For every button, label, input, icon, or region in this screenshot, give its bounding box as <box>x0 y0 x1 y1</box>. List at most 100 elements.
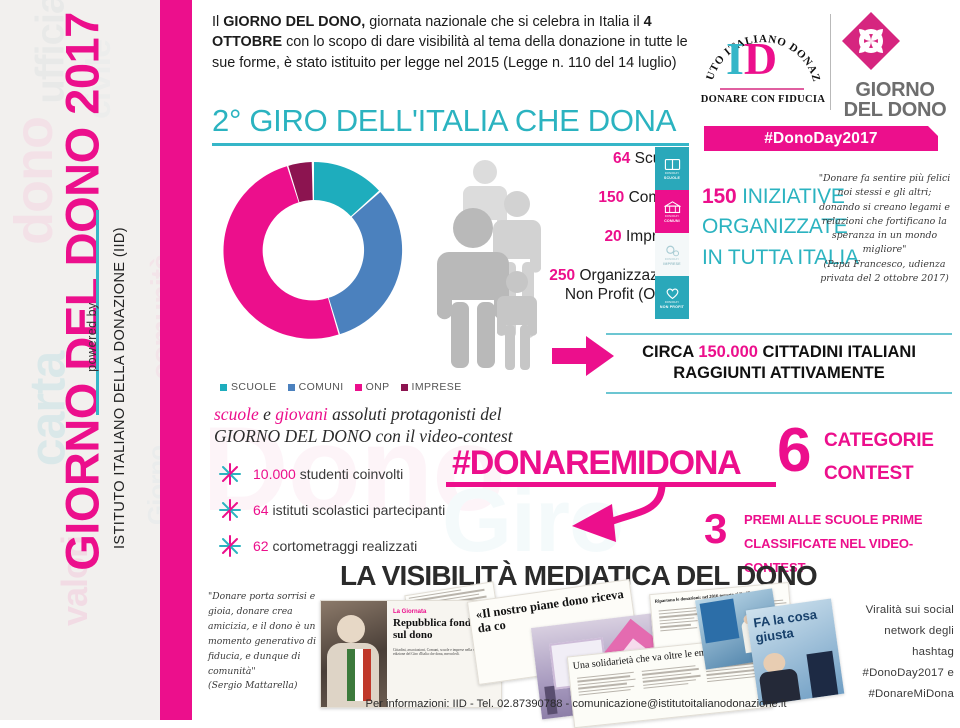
bullet-istituti-number: 64 <box>253 502 269 518</box>
bullet-istituti-text: 64 istituti scolastici partecipanti <box>253 502 445 518</box>
quote-mattarella-author: (Sergio Mattarella) <box>208 680 298 692</box>
quote-papa-francesco: "Donare fa sentire più felici noi stessi… <box>817 172 952 286</box>
virality-line-5: #DonareMiDona <box>868 688 954 701</box>
initiatives-line-2: ORGANIZZATE <box>702 215 848 239</box>
bullet-studenti-text: 10.000 studenti coinvolti <box>253 466 403 482</box>
iid-divider-line <box>720 88 804 90</box>
donut-chart <box>214 150 414 350</box>
contest-categories-line-2: CONTEST <box>824 463 914 485</box>
legend-label-scuole: SCUOLE <box>231 381 277 393</box>
quote-papa-attribution: (Papa Francesco, udienza privata del 2 o… <box>820 258 949 285</box>
initiatives-line-3: IN TUTTA ITALIA <box>702 245 859 269</box>
intro-text-1: Il <box>212 14 224 30</box>
bullet-cortometraggi-label: cortometraggi realizzati <box>268 538 418 554</box>
tile-non-profit-top: DONODAY <box>664 300 680 304</box>
citizens-rule-top <box>606 333 952 335</box>
bullet-cortometraggi: 62 cortometraggi realizzati <box>218 528 518 564</box>
tile-scuole-top: DONODAY <box>664 171 680 175</box>
citizens-post: CITTADINI ITALIANI <box>757 343 916 361</box>
logo-separator <box>830 14 831 110</box>
quote-mattarella: "Donare porta sorrisi e gioia, donare cr… <box>208 590 336 694</box>
legend-label-onp: ONP <box>365 381 390 393</box>
iid-logo: ISTITUTO ITALIANO DONAZIONE ID DONARE CO… <box>700 8 826 118</box>
intro-text-2: giornata nazionale che si celebra in Ita… <box>365 14 644 30</box>
stat-imprese: 20 Imprese <box>492 228 682 247</box>
citizens-number: 150.000 <box>698 343 758 361</box>
legend-swatch-imprese <box>400 383 408 391</box>
press-clippings: La Giornata Repubblica fondata sul dono … <box>320 578 845 728</box>
pink-accent-bar <box>160 0 192 720</box>
donoday-hashtag-banner: #DonoDay2017 <box>704 126 938 151</box>
contest-categories-line-1: CATEGORIE <box>824 430 934 451</box>
asterisk-star-icon <box>219 463 241 485</box>
schools-bullet-list: 10.000 studenti coinvolti 64 istituti sc… <box>218 456 518 564</box>
tile-imprese-label: IMPRESE <box>663 261 681 266</box>
schools-line-2: GIORNO DEL DONO con il video-contest <box>214 426 513 447</box>
legend-swatch-onp <box>354 383 362 391</box>
legend-swatch-scuole <box>220 383 227 391</box>
footer-contact: Per informazioni: IID - Tel. 02.87390788… <box>365 698 787 710</box>
heart-icon <box>666 288 678 300</box>
quote-mattarella-text: "Donare porta sorrisi e gioia, donare cr… <box>208 591 317 677</box>
citizens-pre: CIRCA <box>642 343 699 361</box>
clipping-repubblica-body: Cittadini, associazioni, Comuni, scuole … <box>393 647 485 657</box>
schools-hi-scuole: scuole <box>214 404 259 424</box>
initiatives-line-1: 150 INIZIATIVE <box>702 182 859 212</box>
schools-intro: scuole e giovani assoluti protagonisti d… <box>214 403 534 448</box>
section-title-giro: 2° GIRO DELL'ITALIA CHE DONA <box>212 103 677 138</box>
virality-line-4: #DonoDay2017 e <box>862 667 954 680</box>
hashtag-underline <box>446 482 776 487</box>
iid-tagline: DONARE CON FIDUCIA <box>700 94 826 105</box>
tile-scuole-label: SCUOLE <box>663 175 681 180</box>
schools-mid: e <box>258 404 276 424</box>
tile-comuni: DONODAY COMUNI <box>655 190 689 233</box>
bullet-istituti-label: istituti scolastici partecipanti <box>268 502 446 518</box>
legend-label-comuni: COMUNI <box>298 381 344 393</box>
contest-prizes-number: 3 <box>704 505 728 552</box>
gdd-line-2: DEL DONO <box>843 99 947 122</box>
legend-swatch-comuni <box>287 383 295 391</box>
iid-arc-text: ISTITUTO ITALIANO DONAZIONE <box>704 10 822 84</box>
bullet-istituti: 64 istituti scolastici partecipanti <box>218 492 518 528</box>
clipping-fa-cosa-giusta: FA la cosa giusta <box>752 606 818 646</box>
slice-scuole <box>314 162 379 217</box>
section-title-underline <box>212 143 689 146</box>
initiatives-block: 150 INIZIATIVE ORGANIZZATE IN TUTTA ITAL… <box>702 182 859 273</box>
contest-prizes-line-2: CLASSIFICATE NEL VIDEO-CONTEST <box>744 536 914 576</box>
gdd-line-1: GIORNO <box>855 79 935 101</box>
tile-imprese-top: DONODAY <box>664 257 680 261</box>
legend-item-onp: ONP <box>354 381 390 393</box>
slice-imprese <box>288 162 313 203</box>
contest-prizes-line-1: PREMI ALLE SCUOLE PRIME <box>744 512 923 527</box>
giorno-del-dono-logo: GIORNO DEL DONO <box>840 10 950 121</box>
category-tiles: DONODAY SCUOLE DONODAY COMUNI DONODAY <box>655 147 689 319</box>
intro-bold-date: 4 OTTOBRE <box>212 14 652 51</box>
virality-line-1: Viralità sui social <box>865 604 954 616</box>
quote-papa-text: "Donare fa sentire più felici noi stessi… <box>818 173 951 256</box>
sidebar-divider <box>96 210 99 415</box>
legend-item-comuni: COMUNI <box>287 381 344 393</box>
virality-line-3: hashtag <box>912 646 954 659</box>
bullet-studenti-label: studenti coinvolti <box>295 466 404 482</box>
bullet-cortometraggi-number: 62 <box>253 538 269 554</box>
contest-prizes-text: PREMI ALLE SCUOLE PRIME CLASSIFICATE NEL… <box>744 508 960 580</box>
iid-monogram: ID <box>726 36 777 82</box>
organization-name: ISTITUTO ITALIANO DELLA DONAZIONE (IID) <box>112 226 128 550</box>
stat-onp-label2: Non Profit (ONP) <box>564 285 682 303</box>
asterisk-star-icon <box>219 499 241 521</box>
intro-bold-giorno-del-dono: GIORNO DEL DONO, <box>223 14 366 30</box>
powered-by-label: powered by <box>85 302 99 372</box>
bullet-studenti-number: 10.000 <box>253 466 296 482</box>
legend-label-imprese: IMPRESE <box>411 381 462 393</box>
curved-arrow-left-icon <box>572 482 666 542</box>
citizens-rule-bottom <box>606 392 952 394</box>
stat-comuni: 150 Comuni <box>492 189 682 208</box>
person-back <box>463 160 507 233</box>
intro-text-3: con lo scopo di dare visibilità al tema … <box>212 34 688 71</box>
iid-letter-i: I <box>726 33 744 84</box>
initiatives-word: INIZIATIVE <box>736 185 845 208</box>
hashtag-donaremidona: #DONAREMIDONA <box>452 444 742 482</box>
contest-categories-number: 6 <box>777 416 812 485</box>
stat-scuole-number: 64 <box>613 150 631 167</box>
